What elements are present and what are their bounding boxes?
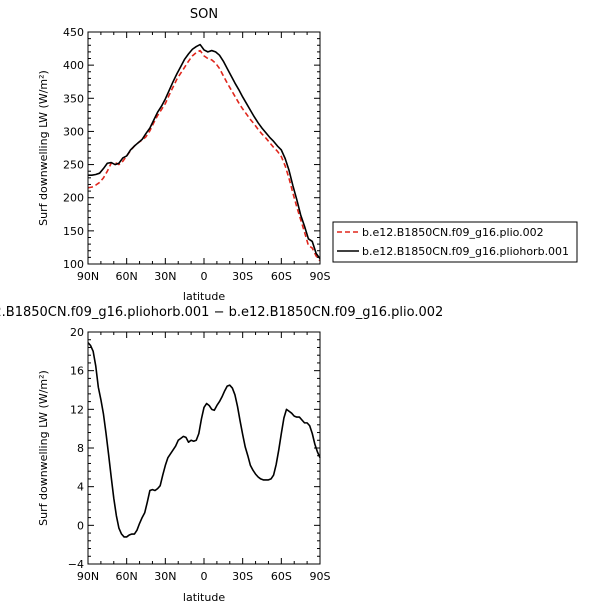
top-x-tick-label: 90S <box>310 270 331 283</box>
bottom-x-tick-label: 30S <box>232 570 253 583</box>
bottom-x-tick-label: 60S <box>271 570 292 583</box>
top-y-tick-label: 250 <box>63 159 84 172</box>
top-x-tick-labels: 90N 60N 30N 0 30S 60S 90S <box>77 270 331 283</box>
top-y-tick-label: 150 <box>63 225 84 238</box>
bottom-panel: b.e12.B1850CN.f09_g16.pliohorb.001 − b.e… <box>0 305 443 604</box>
bottom-y-tick-label: 4 <box>77 481 84 494</box>
bottom-x-tick-label: 30N <box>154 570 176 583</box>
top-series-line-plio <box>87 49 321 262</box>
bottom-series-group <box>87 342 321 538</box>
bottom-y-axis-label: Surf downwelling LW (W/m²) <box>37 370 50 526</box>
bottom-x-tick-label: 60N <box>116 570 138 583</box>
top-y-tick-label: 350 <box>63 92 84 105</box>
bottom-plot-frame <box>87 331 321 565</box>
top-x-tick-label: 30S <box>232 270 253 283</box>
bottom-x-tick-labels: 90N 60N 30N 0 30S 60S 90S <box>77 570 331 583</box>
top-x-tick-label: 30N <box>154 270 176 283</box>
bottom-chart-title: b.e12.B1850CN.f09_g16.pliohorb.001 − b.e… <box>0 305 443 320</box>
top-x-axis-label: latitude <box>183 290 225 303</box>
top-x-tick-label: 60N <box>116 270 138 283</box>
bottom-y-tick-label: 20 <box>70 326 84 339</box>
legend-box <box>332 221 578 263</box>
top-chart-title: SON <box>190 7 218 22</box>
bottom-x-tick-label: 90N <box>77 570 99 583</box>
bottom-y-tick-label: 8 <box>77 442 84 455</box>
legend-label-plio: b.e12.B1850CN.f09_g16.plio.002 <box>362 226 544 239</box>
top-y-tick-label: 200 <box>63 192 84 205</box>
bottom-y-tick-label: −4 <box>68 558 84 571</box>
bottom-y-tick-label: 12 <box>70 403 84 416</box>
top-y-tick-label: 400 <box>63 59 84 72</box>
top-y-axis-label: Surf downwelling LW (W/m²) <box>37 70 50 226</box>
bottom-y-tick-label: 16 <box>70 365 84 378</box>
bottom-difference-line <box>87 342 321 538</box>
top-y-tick-label: 300 <box>63 125 84 138</box>
top-y-tick-label: 450 <box>63 26 84 39</box>
legend: b.e12.B1850CN.f09_g16.plio.002 b.e12.B18… <box>332 221 578 263</box>
legend-label-pliohorb: b.e12.B1850CN.f09_g16.pliohorb.001 <box>362 245 569 258</box>
top-plot-frame <box>87 31 321 265</box>
top-axis-ticks <box>87 31 321 265</box>
top-y-tick-labels: 100 150 200 250 300 350 400 450 <box>63 26 84 271</box>
bottom-x-axis-label: latitude <box>183 591 225 604</box>
bottom-axis-ticks <box>87 331 321 565</box>
top-x-tick-label: 60S <box>271 270 292 283</box>
bottom-y-tick-labels: −4 0 4 8 12 16 20 <box>68 326 84 571</box>
bottom-x-tick-label: 90S <box>310 570 331 583</box>
top-panel: SON 100 150 200 250 300 350 400 450 90N 60N 30N 0 3… <box>37 7 331 303</box>
top-series-group <box>87 43 321 262</box>
top-x-tick-label: 0 <box>201 270 208 283</box>
top-y-tick-label: 100 <box>63 258 84 271</box>
top-x-tick-label: 90N <box>77 270 99 283</box>
top-series-line-pliohorb <box>88 43 321 260</box>
bottom-y-tick-label: 0 <box>77 519 84 532</box>
bottom-x-tick-label: 0 <box>201 570 208 583</box>
